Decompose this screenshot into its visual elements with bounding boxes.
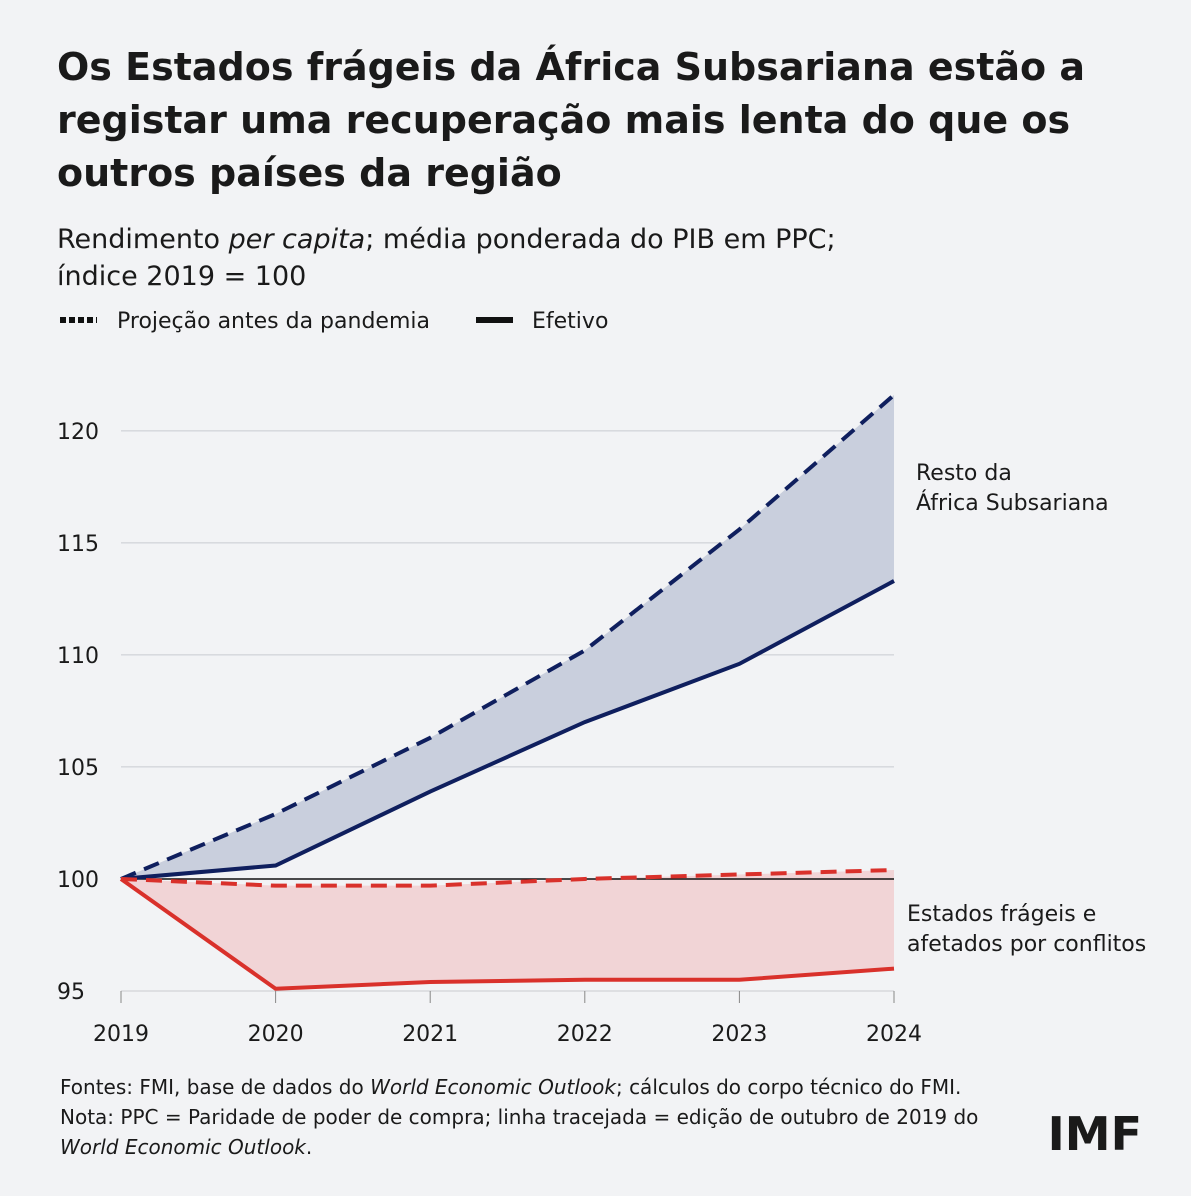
footnote-segment: ; cálculos do corpo técnico do FMI.	[616, 1075, 961, 1099]
footnote: Fontes: FMI, base de dados do World Econ…	[60, 1075, 961, 1099]
logo: IMF	[1048, 1107, 1142, 1161]
footnote-segment: World Economic Outlook	[370, 1075, 617, 1099]
x-tick-label: 2019	[93, 1022, 149, 1047]
subtitle-segment: índice 2019 = 100	[57, 261, 306, 292]
footnote-segment: Fontes: FMI, base de dados do	[60, 1075, 370, 1099]
y-tick-label: 105	[57, 756, 99, 781]
legend-label: Projeção antes da pandemia	[117, 309, 430, 334]
subtitle-segment: Rendimento	[57, 224, 229, 255]
subtitle-segment: per capita	[228, 224, 366, 255]
series-label: Estados frágeis e	[907, 902, 1096, 927]
line-actual	[120, 579, 895, 881]
footnote-segment: World Economic Outlook	[60, 1135, 307, 1159]
x-tick-label: 2024	[866, 1022, 922, 1047]
y-tick-label: 100	[57, 868, 99, 893]
footnote-segment: .	[306, 1135, 312, 1159]
x-tick-label: 2021	[402, 1022, 458, 1047]
chart-title: registar uma recuperação mais lenta do q…	[57, 98, 1070, 142]
legend-label: Efetivo	[532, 309, 608, 334]
x-tick-label: 2020	[248, 1022, 304, 1047]
shaded-gap	[121, 870, 894, 989]
chart-title: Os Estados frágeis da África Subsariana …	[57, 45, 1085, 89]
line-actual	[119, 877, 895, 991]
x-tick-label: 2022	[557, 1022, 613, 1047]
subtitle: índice 2019 = 100	[57, 261, 306, 292]
footnote: World Economic Outlook.	[60, 1135, 312, 1159]
subtitle: Rendimento per capita; média ponderada d…	[57, 224, 836, 255]
footnote-segment: Nota: PPC = Paridade de poder de compra;…	[60, 1105, 978, 1129]
y-tick-label: 110	[57, 644, 99, 669]
line-projection	[120, 868, 895, 888]
shaded-gap	[121, 394, 894, 879]
footnote: Nota: PPC = Paridade de poder de compra;…	[60, 1105, 978, 1129]
series-label: afetados por conflitos	[907, 932, 1146, 957]
subtitle-segment: ; média ponderada do PIB em PPC;	[365, 224, 835, 255]
series-label: Resto da	[916, 461, 1012, 486]
x-tick-label: 2023	[711, 1022, 767, 1047]
chart-title: outros países da região	[57, 151, 562, 195]
y-tick-label: 120	[57, 420, 99, 445]
line-projection	[120, 393, 896, 881]
y-tick-label: 95	[57, 980, 85, 1005]
series-label: África Subsariana	[916, 490, 1109, 516]
y-tick-label: 115	[57, 532, 99, 557]
